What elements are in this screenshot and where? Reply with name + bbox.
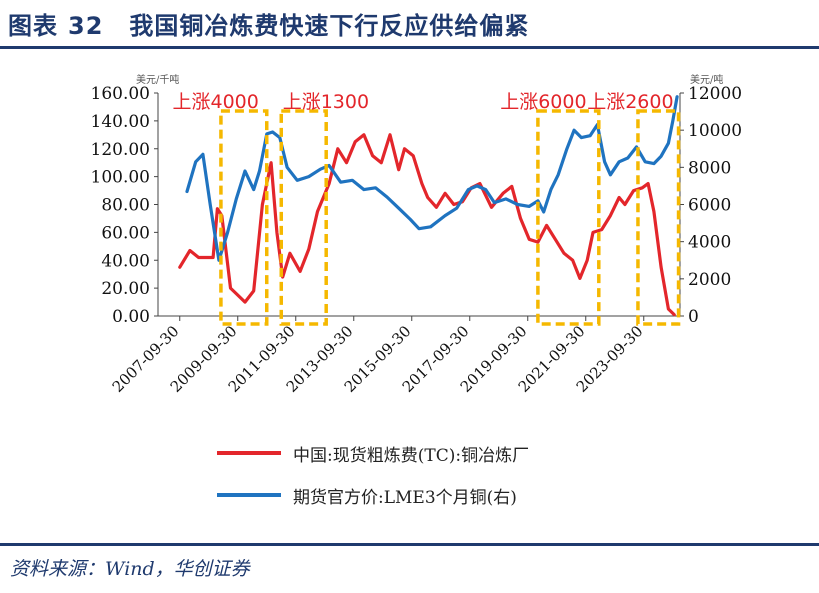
right-tick-label: 4000	[688, 233, 731, 253]
left-tick-label: 60.00	[101, 223, 150, 243]
right-tick-label: 10000	[688, 121, 742, 141]
left-tick-label: 140.00	[91, 112, 150, 132]
annotation-label: 上涨6000	[500, 91, 586, 113]
left-tick-label: 160.00	[91, 84, 150, 104]
series-line-lme	[185, 95, 679, 262]
left-tick-label: 100.00	[91, 168, 150, 188]
figure-heading: 我国铜冶炼费快速下行反应供给偏紧	[129, 12, 530, 40]
figure-number: 32	[68, 12, 104, 40]
left-tick-label: 40.00	[101, 251, 150, 271]
left-tick-label: 120.00	[91, 140, 150, 160]
annotation-box	[536, 109, 601, 326]
bottom-rule	[0, 543, 819, 546]
legend-swatch-blue	[217, 493, 281, 497]
figure-prefix: 图表	[8, 12, 58, 40]
legend-label-tc: 中国:现货粗炼费(TC):铜冶炼厂	[293, 445, 530, 466]
annotation-box	[219, 109, 269, 326]
right-tick-label: 8000	[688, 158, 731, 178]
series-line-tc	[178, 133, 676, 317]
right-tick-label: 0	[688, 307, 699, 327]
annotation-box	[279, 109, 328, 326]
source-note: 资料来源：Wind，华创证券	[10, 558, 250, 580]
right-tick-label: 2000	[688, 270, 731, 290]
annotation-label: 上涨4000	[173, 91, 259, 113]
right-unit-label: 美元/吨	[690, 73, 723, 86]
legend-item-tc: 中国:现货粗炼费(TC):铜冶炼厂	[217, 432, 529, 474]
annotation-label: 上涨2600	[587, 91, 673, 113]
legend-swatch-red	[217, 451, 281, 455]
legend-label-lme: 期货官方价:LME3个月铜(右)	[293, 487, 517, 508]
dual-axis-line-chart: 160.00 140.00 120.00 100.00 80.00 60.00 40.00 2…	[91, 73, 743, 396]
left-tick-label: 0.00	[112, 307, 150, 327]
left-tick-label: 20.00	[101, 279, 150, 299]
annotation-label: 上涨1300	[283, 91, 369, 113]
left-unit-label: 美元/千吨	[136, 73, 179, 86]
right-tick-label: 6000	[688, 196, 731, 216]
left-tick-label: 80.00	[101, 196, 150, 216]
top-rule	[0, 46, 819, 49]
legend-item-lme: 期货官方价:LME3个月铜(右)	[217, 474, 529, 516]
figure-title: 图表 32 我国铜冶炼费快速下行反应供给偏紧	[8, 6, 529, 41]
annotation-box	[636, 109, 681, 326]
right-tick-label: 12000	[688, 84, 742, 104]
chart-legend: 中国:现货粗炼费(TC):铜冶炼厂 期货官方价:LME3个月铜(右)	[217, 432, 529, 516]
